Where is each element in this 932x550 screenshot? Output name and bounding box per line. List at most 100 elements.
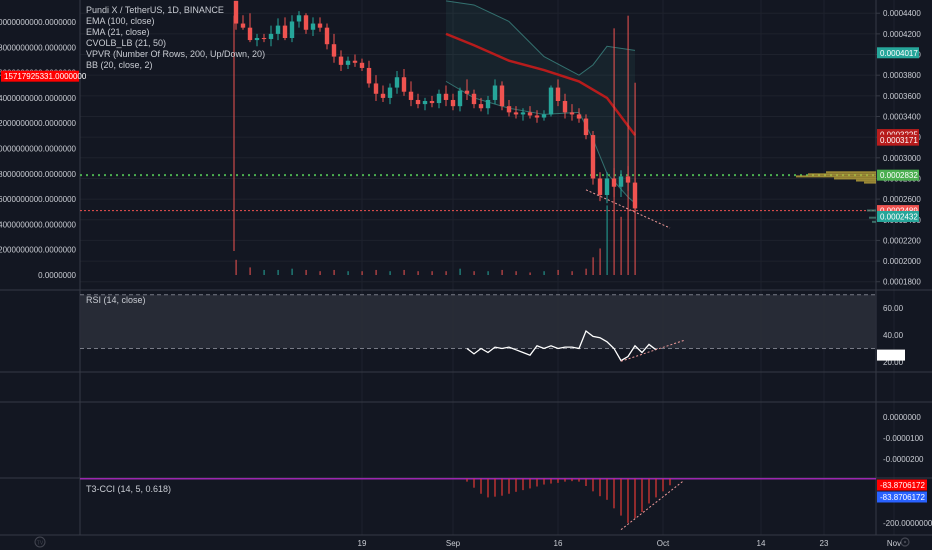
legend-symbol[interactable]: Pundi X / TetherUS, 1D, BINANCE — [86, 5, 224, 15]
candle[interactable] — [457, 87, 463, 112]
legend-ema-100[interactable]: EMA (100, close) — [86, 16, 155, 26]
candle[interactable] — [471, 89, 477, 109]
candle[interactable] — [485, 95, 491, 115]
main-trendline[interactable] — [585, 189, 671, 229]
candle[interactable] — [401, 68, 407, 96]
left-axis[interactable]: 20000000000.000000018000000000.000000016… — [0, 18, 87, 280]
candle[interactable] — [254, 33, 260, 47]
candle[interactable] — [394, 71, 400, 94]
candle[interactable] — [583, 114, 589, 140]
candle[interactable] — [464, 79, 470, 100]
candle[interactable] — [261, 33, 267, 43]
candle[interactable] — [373, 75, 379, 102]
cci-bar — [620, 478, 622, 516]
candle[interactable] — [548, 85, 554, 117]
candle[interactable] — [450, 93, 456, 111]
candle[interactable] — [387, 83, 393, 105]
candle[interactable] — [478, 97, 484, 112]
volume-bar — [571, 271, 573, 275]
candle-body — [457, 90, 463, 107]
volume-bar — [620, 216, 622, 275]
candle[interactable] — [380, 85, 386, 103]
rsi-axis-tick: 40.00 — [883, 331, 904, 340]
candle[interactable] — [408, 81, 414, 107]
candle[interactable] — [345, 56, 351, 69]
candle[interactable] — [513, 106, 519, 119]
cci-bar — [627, 478, 629, 523]
rsi-pane[interactable] — [80, 294, 876, 362]
candle[interactable] — [359, 58, 365, 72]
cci-tag-0[interactable]: -83.8706172 — [877, 479, 927, 491]
candle[interactable] — [317, 17, 323, 32]
legend-bb[interactable]: BB (20, close, 2) — [86, 60, 153, 70]
tradingview-logo-icon[interactable]: TV — [34, 536, 46, 548]
legend-rsi[interactable]: RSI (14, close) — [86, 295, 146, 305]
candle[interactable] — [625, 166, 631, 191]
candle[interactable] — [520, 108, 526, 121]
candle[interactable] — [233, 0, 239, 30]
candle[interactable] — [310, 17, 316, 36]
candle[interactable] — [422, 97, 428, 111]
candle[interactable] — [429, 95, 435, 108]
candle[interactable] — [296, 11, 302, 28]
candle[interactable] — [352, 54, 358, 67]
candle[interactable] — [268, 25, 274, 47]
candle-body — [394, 77, 400, 88]
candle[interactable] — [597, 172, 603, 202]
right-axis[interactable]: 0.00044000.00042000.00040000.00038000.00… — [876, 9, 932, 528]
candle[interactable] — [240, 15, 246, 30]
candle[interactable] — [366, 60, 372, 88]
time-axis[interactable]: 19Sep16Oct1423Nov1120D — [358, 539, 932, 548]
volume-bar — [389, 271, 391, 275]
candle[interactable] — [275, 18, 281, 41]
main-pane[interactable] — [80, 0, 876, 276]
candle[interactable] — [247, 13, 253, 43]
candle[interactable] — [527, 106, 533, 119]
candle[interactable] — [282, 17, 288, 41]
candle[interactable] — [569, 104, 575, 121]
candle[interactable] — [534, 110, 540, 123]
pane-dividers — [0, 0, 932, 536]
legend-vpvr[interactable]: VPVR (Number Of Rows, 200, Up/Down, 20) — [86, 49, 265, 59]
candle[interactable] — [576, 108, 582, 123]
candle[interactable] — [562, 93, 568, 119]
rsi-last-tag[interactable]: 25.08 — [877, 349, 905, 361]
candle[interactable] — [604, 172, 610, 204]
candle[interactable] — [492, 79, 498, 105]
cci-trendline[interactable] — [620, 480, 685, 531]
legend-cvolb[interactable]: CVOLB_LB (21, 50) — [86, 38, 166, 48]
rsi-line[interactable] — [466, 329, 657, 362]
volume-bar — [515, 271, 517, 275]
candle[interactable] — [590, 130, 596, 185]
candle[interactable] — [632, 178, 638, 212]
candle[interactable] — [618, 170, 624, 198]
candle[interactable] — [541, 110, 547, 121]
candle[interactable] — [555, 79, 561, 107]
left-axis-tag[interactable]: 15717925331.0000000 — [1, 70, 87, 82]
price-tag-3[interactable]: 0.0002832 — [877, 169, 919, 181]
price-tag-0[interactable]: 0.0004017 — [877, 47, 919, 59]
rsi-trendline[interactable] — [620, 339, 685, 362]
volume-bar — [263, 269, 265, 275]
cci-pane[interactable] — [80, 477, 876, 531]
cci-tag-1[interactable]: -83.8706172 — [877, 491, 927, 503]
candle[interactable] — [415, 93, 421, 109]
price-tag-5[interactable]: 0.0002432 — [877, 210, 919, 222]
candle[interactable] — [338, 50, 344, 72]
price-tag-2[interactable]: 0.0003171 — [877, 134, 919, 146]
candle[interactable] — [436, 89, 442, 109]
candle[interactable] — [506, 99, 512, 117]
candle[interactable] — [303, 13, 309, 34]
legend-ema-21[interactable]: EMA (21, close) — [86, 27, 150, 37]
candle[interactable] — [289, 15, 295, 43]
candle[interactable] — [331, 33, 337, 63]
settings-icon[interactable] — [900, 537, 910, 547]
candle[interactable] — [324, 23, 330, 50]
candle[interactable] — [499, 81, 505, 111]
candle[interactable] — [611, 168, 617, 198]
candle-body — [485, 99, 491, 109]
bb-upper-line[interactable] — [445, 0, 636, 76]
legend-t3-cci[interactable]: T3-CCI (14, 5, 0.618) — [86, 484, 171, 494]
candle[interactable] — [443, 85, 449, 107]
ema-line[interactable] — [445, 32, 636, 136]
